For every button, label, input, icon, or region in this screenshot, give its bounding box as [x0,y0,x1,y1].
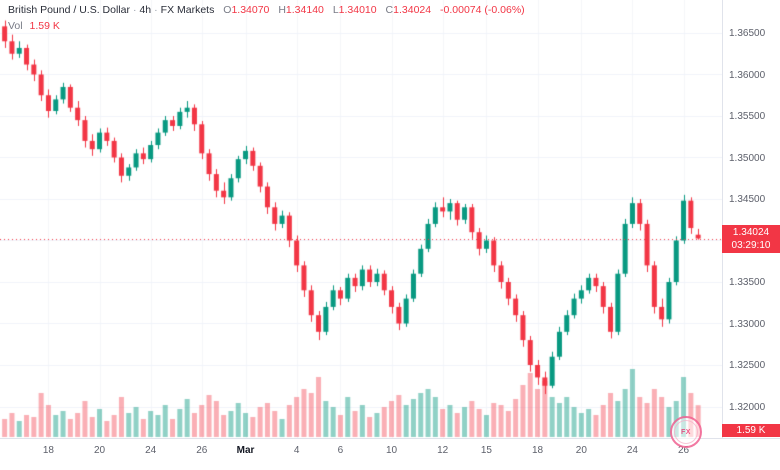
brand-watermark-icon: FX [670,416,702,448]
time-tick-label: 15 [480,445,492,456]
time-tick-label: 26 [677,445,690,456]
symbol-legend: British Pound / U.S. Dollar · 4h · FX Market… [8,2,525,34]
time-tick-label: 18 [42,445,54,456]
low-value: 1.34010 [338,4,377,16]
time-tick-label: 10 [385,445,398,456]
price-axis[interactable]: 1.36500 1.36000 1.35500 1.35000 1.34500 1.340… [722,0,780,438]
time-tick-label: 6 [337,445,344,456]
price-tick-label: 1.32500 [729,360,766,371]
time-tick-label: Mar [236,445,255,456]
price-tick-label: 1.35500 [729,111,766,122]
low-label: L [332,4,339,16]
volume-axis-badge: 1.59 K [722,424,780,437]
volume-label: Vol [8,20,23,32]
exchange-label: FX Markets [160,4,215,16]
close-value: 1.34024 [393,4,432,16]
interval-label[interactable]: 4h [139,4,152,16]
time-tick-label: 20 [93,445,106,456]
price-tick-label: 1.36500 [729,28,766,39]
price-tick-label: 1.35000 [729,152,766,164]
brand-watermark-text: FX [674,420,698,444]
time-tick-label: 26 [196,445,208,456]
time-tick-label: 24 [626,445,638,456]
close-label: C [385,4,394,16]
price-pane-canvas[interactable] [0,0,722,438]
last-price-value: 1.34024 [732,226,770,238]
high-label: H [278,4,286,16]
price-tick-label: 1.33500 [729,277,766,288]
time-tick-label: 12 [437,445,449,456]
legend-line-volume: Vol 1.59 K [8,18,525,34]
symbol-title[interactable]: British Pound / U.S. Dollar [8,4,130,16]
time-tick-label: 4 [293,445,300,456]
last-price-badge: 1.34024 03:29:10 [722,224,780,253]
time-tick-label: 20 [575,445,587,456]
time-tick-label: 24 [145,445,157,456]
price-tick-label: 1.34500 [729,194,766,205]
price-tick-label: 1.32000 [729,401,766,413]
high-value: 1.34140 [285,4,324,16]
time-axis[interactable]: 18 20 24 26 Mar 4 6 10 12 15 18 20 24 26 [0,438,780,470]
open-label: O [223,4,232,16]
change-value: -0.00074 (-0.06%) [440,4,525,16]
legend-line-ohlc: British Pound / U.S. Dollar · 4h · FX Market… [8,4,525,16]
countdown-timer: 03:29:10 [731,239,771,251]
price-tick-label: 1.33000 [729,318,766,330]
price-tick-label: 1.36000 [729,69,766,81]
open-value: 1.34070 [231,4,270,16]
volume-value: 1.59 K [29,20,60,32]
time-tick-label: 18 [531,445,544,456]
